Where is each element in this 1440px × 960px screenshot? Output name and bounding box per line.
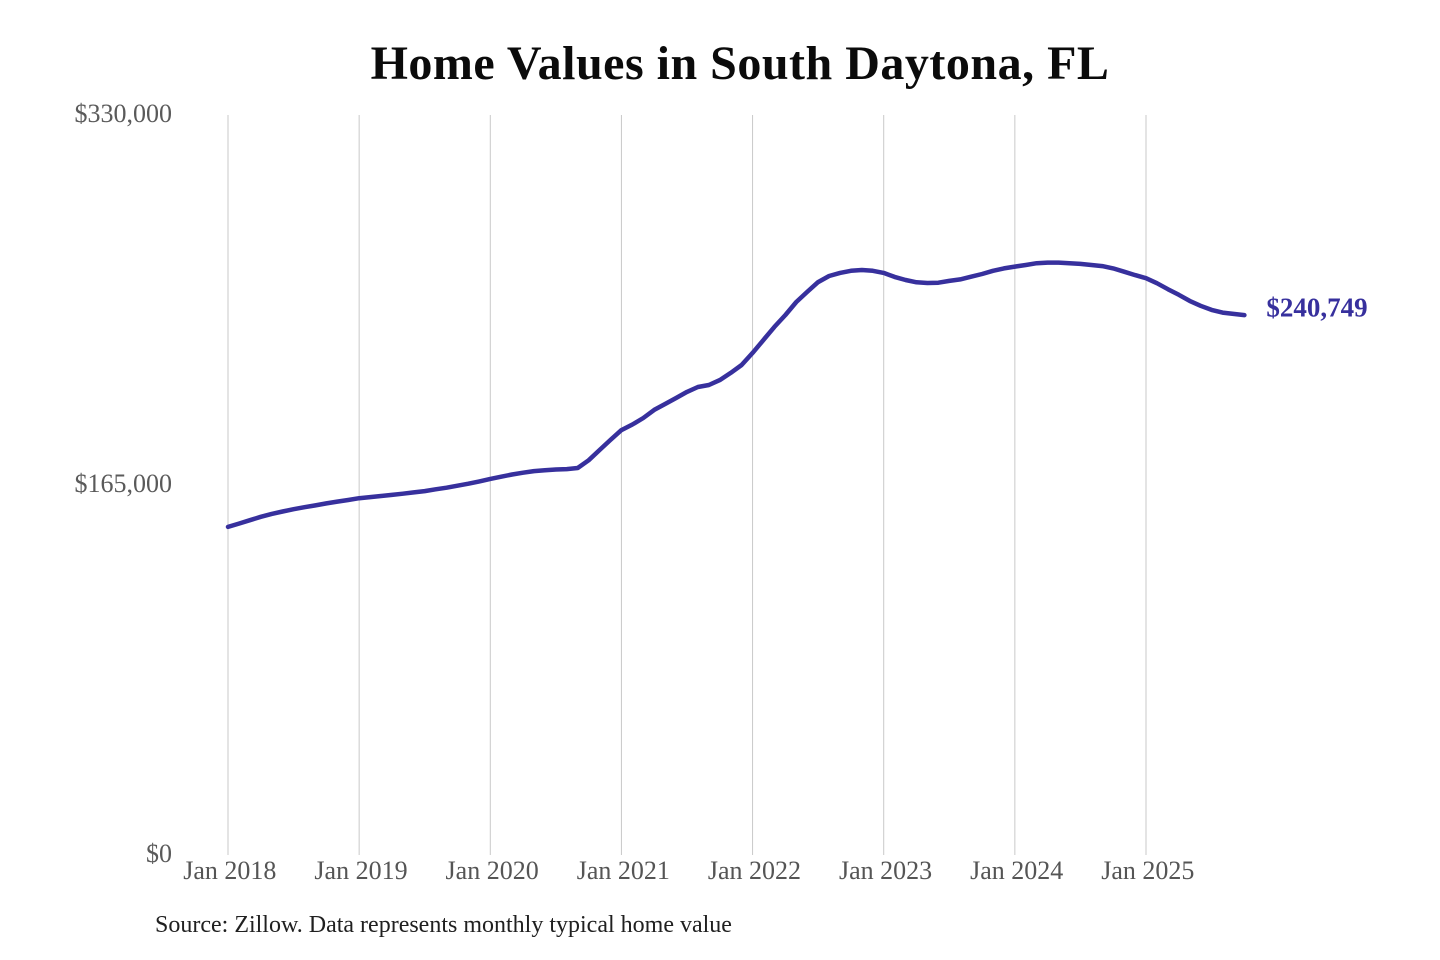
x-tick-label: Jan 2021 [576, 856, 670, 885]
gridlines [227, 115, 1147, 855]
x-tick-label: Jan 2023 [838, 856, 933, 885]
source-note: Source: Zillow. Data represents monthly … [155, 912, 732, 938]
y-tick-label: $330,000 [74, 98, 173, 128]
x-tick-label: Jan 2020 [445, 856, 539, 885]
x-tick-label: Jan 2024 [970, 856, 1064, 885]
y-tick-label: $0 [146, 838, 172, 868]
x-tick-label: Jan 2022 [707, 856, 802, 885]
end-value-label: $240,749 [1266, 292, 1368, 323]
chart-title: Home Values in South Daytona, FL [370, 37, 1110, 90]
x-tick-label: Jan 2025 [1101, 856, 1195, 885]
x-tick-label: Jan 2019 [314, 856, 408, 885]
x-tick-label: Jan 2018 [183, 856, 277, 885]
home-value-line [225, 260, 1247, 530]
y-tick-label: $165,000 [74, 468, 173, 498]
